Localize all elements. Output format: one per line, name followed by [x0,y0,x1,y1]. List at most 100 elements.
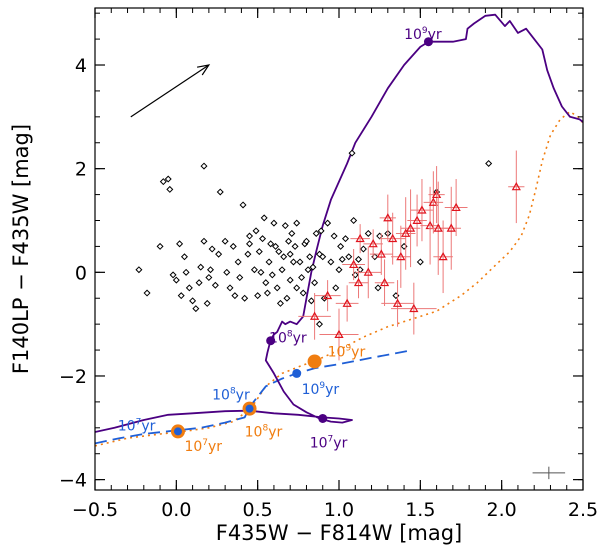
age-label-exp: 7 [136,417,142,427]
age-label-base: 10 [184,439,202,455]
reddening-vector [130,64,210,118]
age-label-base: 10 [302,382,320,398]
diamond-point [200,237,208,245]
diamond-point [176,240,184,248]
age-label-unit: yr [333,436,347,452]
diamond-point [189,297,197,305]
age-label-unit: yr [325,382,339,398]
diamond-point [229,242,237,250]
diamond-point [241,294,249,302]
diamond-point [319,253,327,261]
age-label-base: 10 [269,330,287,346]
diamond-point [324,219,332,227]
age-label-exp: 8 [230,386,236,396]
diamond-point [200,162,208,170]
triangle-series [298,150,525,361]
triangle-point [428,197,438,206]
diamond-point [268,271,276,279]
triangle-point [451,202,461,212]
diamond-point [159,178,167,186]
diamond-point [485,159,493,167]
triangle-point [388,233,398,243]
age-label-unit: yr [428,27,442,43]
triangle-point [446,223,456,232]
diamond-point [263,289,271,297]
age-label-exp: 9 [319,381,325,391]
diamond-point [317,227,325,235]
diamond-point [312,229,320,237]
diamond-point [416,258,424,266]
diamond-point [291,242,299,250]
diamond-point [182,268,190,276]
diamond-point [359,245,367,253]
age-marker [423,37,433,47]
triangle-point [405,223,416,232]
triangle-point [322,290,333,300]
diamond-point [302,237,310,245]
diamond-point [252,227,260,235]
age-marker [173,427,182,436]
diamond-point [272,242,280,250]
diamond-point [285,237,293,245]
age-label-unit: yr [141,418,155,434]
diamond-point [306,253,314,261]
diamond-point [166,185,174,193]
orange-track [95,110,583,447]
diamond-point [286,250,294,258]
age-label: 107yr [310,435,348,452]
age-marker [307,354,322,369]
diamond-point [206,266,215,274]
y-tick-label: 0 [75,262,87,284]
diamond-point [215,250,223,258]
triangle-point [353,277,364,287]
diamond-point [281,222,289,230]
diamond-point [278,266,286,274]
age-label: 108yr [269,329,307,346]
diamond-point [260,214,268,222]
diamond-point [246,232,254,240]
triangle-point [368,238,378,248]
reddening-vector-head [196,64,211,76]
diamond-point [254,292,262,300]
diamond-point [304,266,312,274]
diamond-point [337,242,345,250]
diamond-point [286,276,294,284]
diamond-point [315,320,323,328]
age-label: 109yr [328,343,366,360]
diamond-point [239,201,247,209]
diamond-point [299,289,307,297]
triangle-point [383,213,393,222]
age-markers: 107yr108yr109yr109yr107yr108yr109yr107yr… [118,26,566,480]
age-label-base: 10 [212,387,230,403]
age-label-base: 10 [245,425,263,441]
age-label-unit: yr [236,387,250,403]
diamond-point [192,305,200,313]
age-label-unit: yr [293,330,307,346]
age-label-exp: 8 [262,424,268,434]
triangle-point [412,215,422,224]
age-label-exp: 8 [287,329,293,339]
diamond-point [298,273,306,282]
diamond-point [355,255,363,263]
triangle-point [433,223,443,232]
x-tick-label: 2.5 [568,499,598,521]
age-label: 109yr [302,381,340,398]
triangle-point [309,311,320,320]
diamond-point [262,279,270,287]
diamond-point [330,232,338,240]
triangle-point [511,181,521,191]
diamond-point [345,253,353,261]
x-tick-label: −0.5 [72,499,118,521]
age-label: 109yr [404,26,442,43]
age-label-base: 10 [404,27,422,43]
y-axis-label: F140LP − F435W [mag] [9,124,33,374]
age-label: 108yr [212,386,250,403]
age-label: 107yr [184,438,222,455]
y-tick-label: 4 [75,55,87,77]
diamond-point [257,268,265,276]
diamond-point [223,268,231,276]
diamond-point [350,216,358,225]
age-label-exp: 9 [345,343,351,353]
age-label-base: 10 [328,344,346,360]
age-label-unit: yr [208,439,222,455]
